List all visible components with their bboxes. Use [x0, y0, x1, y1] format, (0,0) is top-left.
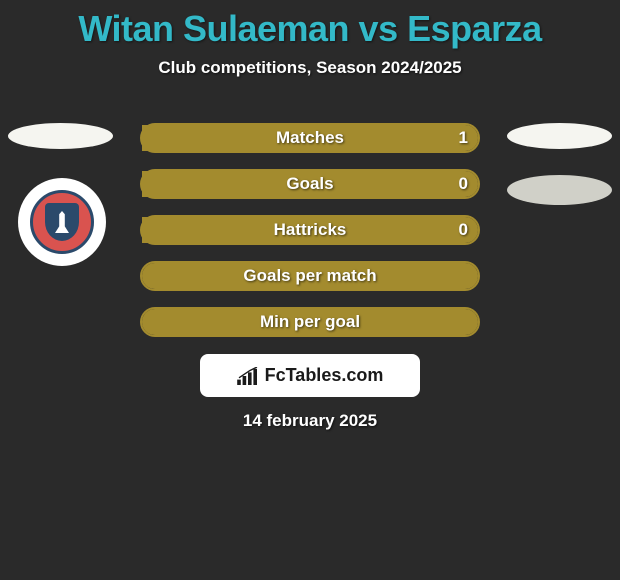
page-title: Witan Sulaeman vs Esparza: [0, 0, 620, 50]
stat-row-min-per-goal: Min per goal: [140, 307, 480, 337]
monument-icon: [55, 211, 69, 233]
stat-label: Hattricks: [274, 220, 347, 240]
page-subtitle: Club competitions, Season 2024/2025: [0, 58, 620, 78]
player-left-avatar: [8, 123, 113, 149]
stat-row-goals: Goals 0: [140, 169, 480, 199]
stat-label: Goals: [286, 174, 333, 194]
stats-container: Matches 1 Goals 0 Hattricks 0 Goals per …: [140, 123, 480, 353]
stat-row-hattricks: Hattricks 0: [140, 215, 480, 245]
chart-icon: [237, 367, 259, 385]
team-left-badge: [18, 178, 106, 266]
stat-value-right: 0: [459, 174, 468, 194]
stat-row-goals-per-match: Goals per match: [140, 261, 480, 291]
stat-value-right: 0: [459, 220, 468, 240]
stat-label: Goals per match: [243, 266, 376, 286]
team-right-badge: [507, 175, 612, 205]
shield-icon: [45, 203, 79, 241]
stat-row-matches: Matches 1: [140, 123, 480, 153]
date-label: 14 february 2025: [0, 411, 620, 431]
stat-value-right: 1: [459, 128, 468, 148]
stat-label: Matches: [276, 128, 344, 148]
player-right-avatar: [507, 123, 612, 149]
stat-label: Min per goal: [260, 312, 360, 332]
site-badge[interactable]: FcTables.com: [200, 354, 420, 397]
persija-badge-icon: [30, 190, 94, 254]
site-name: FcTables.com: [265, 365, 384, 386]
